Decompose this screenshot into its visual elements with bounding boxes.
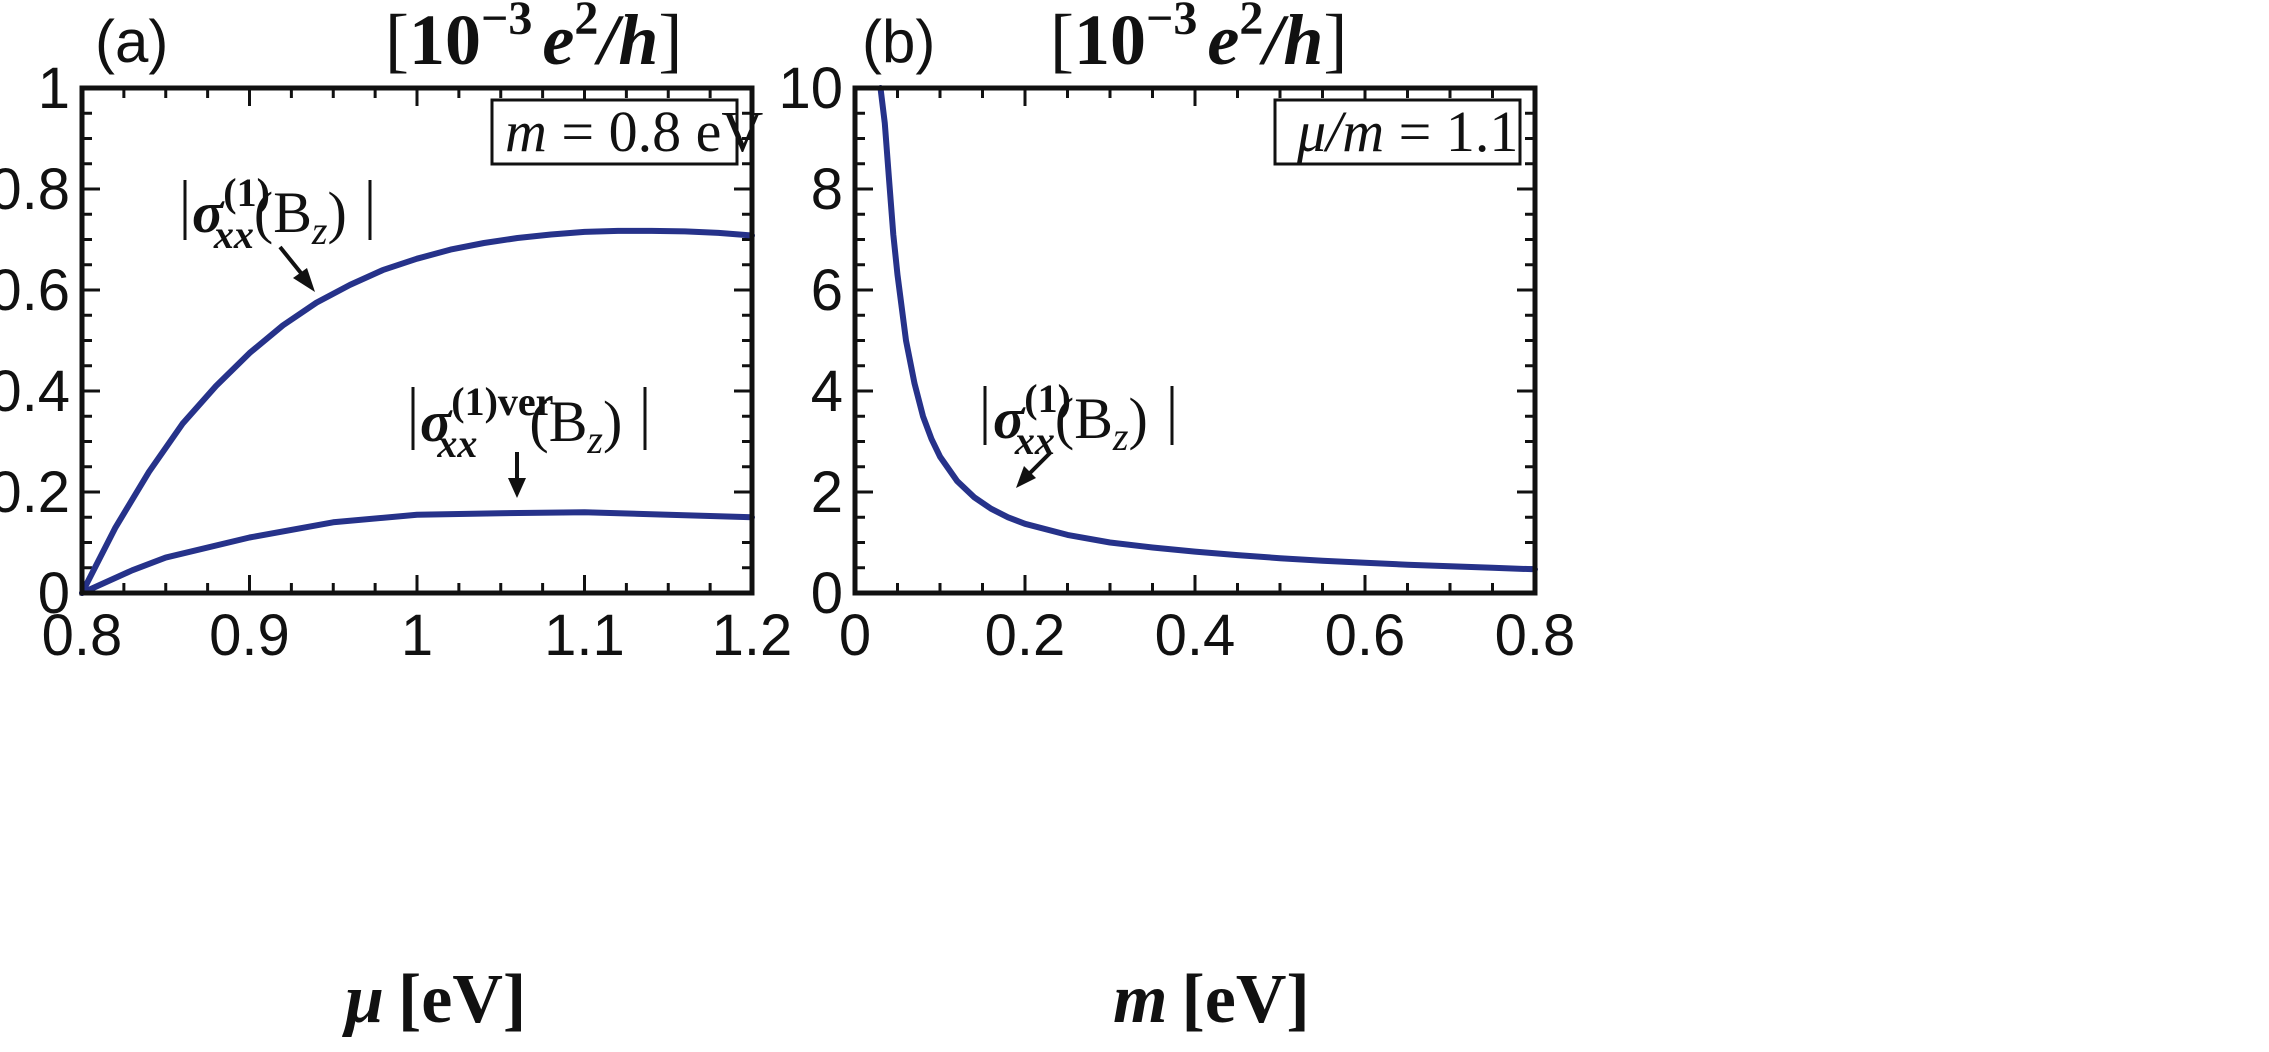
- panel-b-legend: μ/m = 1.1: [1273, 98, 1522, 166]
- y-tick-label: 0.4: [0, 359, 70, 424]
- panel-a-annotation-sigma-ver-text: σ(1)ver xx (Bz): [420, 379, 622, 466]
- y-tick-label: 10: [778, 56, 843, 121]
- y-tick-label: 8: [811, 157, 843, 222]
- panel-b-legend-text: μ/m = 1.1: [1296, 99, 1518, 164]
- y-tick-label: 0: [38, 561, 70, 626]
- x-tick-label: 0.8: [42, 603, 123, 668]
- panel-b-tick-labels: 0 0.2 0.4 0.6 0.8 0 2 4 6 8 10: [778, 56, 1575, 668]
- x-tick-label: 0.8: [1495, 603, 1576, 668]
- x-tick-label: 0: [839, 603, 871, 668]
- series-line-b-1: [877, 85, 1538, 573]
- panel-a-xlabel: μ [eV]: [342, 961, 526, 1038]
- panel-b-xlabel: m [eV]: [1113, 961, 1310, 1038]
- panel-a: (a) [10−3 e2/h] 0.8 0.9 1 1.1 1.200.20.40.60.…: [0, 0, 792, 1038]
- x-tick-label: 1: [401, 603, 433, 668]
- panel-b-unit-title: [10−3 e2/h]: [1050, 0, 1347, 80]
- panel-b: (b) [10−3 e2/h] 0 0.2 0.4 0.6 0.8 0 2 4 6 8 10 μ/m …: [778, 0, 1575, 1038]
- y-tick-label: 6: [811, 258, 843, 323]
- y-tick-label: 0.2: [0, 460, 70, 525]
- x-tick-label: 0.2: [985, 603, 1066, 668]
- panel-b-annotation-sigma-text: σ(1) xx(Bz): [993, 376, 1148, 463]
- y-tick-label: 0.8: [0, 157, 70, 222]
- panel-b-arrow: [1026, 450, 1053, 477]
- y-tick-label: 2: [811, 460, 843, 525]
- y-tick-label: 1: [38, 56, 70, 121]
- panel-a-legend-box: [490, 98, 739, 166]
- panel-b-frame: [852, 85, 1538, 596]
- panel-a-arrowhead-1: [293, 268, 315, 292]
- x-tick-label: 1.2: [712, 603, 793, 668]
- x-tick-label: 0.4: [1155, 603, 1236, 668]
- panel-a-arrowhead-2: [508, 478, 526, 498]
- x-tick-label: 0.9: [209, 603, 290, 668]
- y-tick-label: 0: [811, 561, 843, 626]
- x-tick-label: 0.6: [1325, 603, 1406, 668]
- series-line-a-2: [79, 509, 755, 596]
- panel-b-annotation-sigma: σ(1) xx(Bz): [983, 376, 1174, 488]
- panel-a-frame: [79, 85, 755, 596]
- panel-a-legend-text: m = 0.8 eV: [505, 99, 763, 164]
- panel-a-annotation-sigma-text: σ(1) xx(Bz): [192, 170, 347, 257]
- x-tick-label: 1.1: [544, 603, 625, 668]
- panel-b-series: [877, 85, 1538, 573]
- y-tick-label: 0.6: [0, 258, 70, 323]
- y-tick-label: 4: [811, 359, 843, 424]
- panel-a-annotation-sigma-ver: σ(1)ver xx (Bz): [411, 379, 647, 498]
- panel-a-series: [79, 227, 755, 596]
- panel-a-label: (a): [95, 8, 168, 75]
- panel-a-legend: m = 0.8 eV: [490, 98, 763, 166]
- panel-a-annotation-sigma: σ(1) xx(Bz): [183, 170, 372, 292]
- series-line-a-1: [79, 227, 755, 596]
- panel-b-legend-box: [1273, 98, 1522, 166]
- panel-b-arrowhead: [1016, 466, 1036, 488]
- panel-a-tick-labels: 0.8 0.9 1 1.1 1.2 0 0.2 0.4 0.6 0.8 1: [0, 56, 792, 668]
- panel-b-label: (b): [862, 8, 935, 75]
- panel-a-unit-title: [10−3 e2/h]: [385, 0, 682, 80]
